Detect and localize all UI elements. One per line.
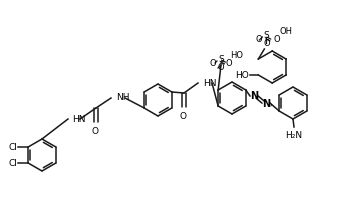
Text: H₂N: H₂N	[285, 131, 303, 140]
Text: HN: HN	[203, 78, 217, 88]
Text: N: N	[250, 91, 258, 101]
Text: O: O	[179, 112, 187, 121]
Text: N: N	[262, 99, 270, 109]
Text: HO: HO	[230, 51, 243, 60]
Text: S: S	[218, 54, 224, 63]
Text: Cl: Cl	[8, 158, 17, 167]
Text: O: O	[92, 127, 98, 136]
Text: HO: HO	[236, 71, 250, 80]
Text: Cl: Cl	[8, 143, 17, 152]
Text: O: O	[273, 35, 280, 45]
Text: S: S	[263, 32, 269, 40]
Text: NH: NH	[116, 94, 130, 103]
Text: O: O	[218, 63, 224, 72]
Text: O: O	[226, 58, 232, 68]
Text: O: O	[210, 58, 216, 68]
Text: O: O	[263, 40, 270, 49]
Text: ': '	[269, 103, 271, 112]
Text: O: O	[255, 35, 262, 45]
Text: HN: HN	[72, 115, 86, 123]
Text: OH: OH	[279, 26, 292, 35]
